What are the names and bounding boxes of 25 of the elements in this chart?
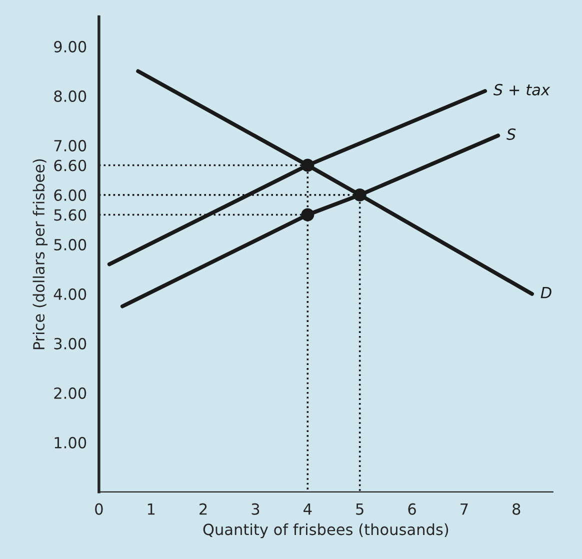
y-tick-label: 5.60 xyxy=(54,209,86,221)
x-tick-label: 0 xyxy=(95,503,103,515)
y-tick-label: 3.00 xyxy=(54,338,86,350)
x-tick-label: 1 xyxy=(148,504,155,515)
y-tick-label: 9.00 xyxy=(54,40,86,52)
series-label: S xyxy=(506,128,516,140)
x-tick-label: 5 xyxy=(356,504,364,515)
x-tick-label: 3 xyxy=(252,503,260,515)
y-tick-label: 1.00 xyxy=(54,436,86,448)
y-tick-label: 5.00 xyxy=(54,238,86,250)
x-tick-label: 8 xyxy=(512,503,520,515)
series-label: D xyxy=(540,287,552,298)
y-tick-label: 6.60 xyxy=(54,160,86,172)
y-tick-label: 6.00 xyxy=(54,189,86,201)
x-tick-label: 6 xyxy=(408,503,416,515)
x-axis-title: Quantity of frisbees (thousands) xyxy=(203,523,448,538)
y-tick-label: 2.00 xyxy=(54,387,86,399)
x-tick-label: 4 xyxy=(304,504,312,515)
y-tick-label: 4.00 xyxy=(54,288,86,300)
y-tick-label: 7.00 xyxy=(54,140,86,152)
series-label: S + tax xyxy=(493,84,550,96)
x-tick-label: 2 xyxy=(200,503,207,515)
y-axis-title: Price (dollars per frisbee) xyxy=(32,159,48,350)
y-tick-label: 8.00 xyxy=(54,90,86,102)
x-tick-label: 7 xyxy=(460,504,468,515)
